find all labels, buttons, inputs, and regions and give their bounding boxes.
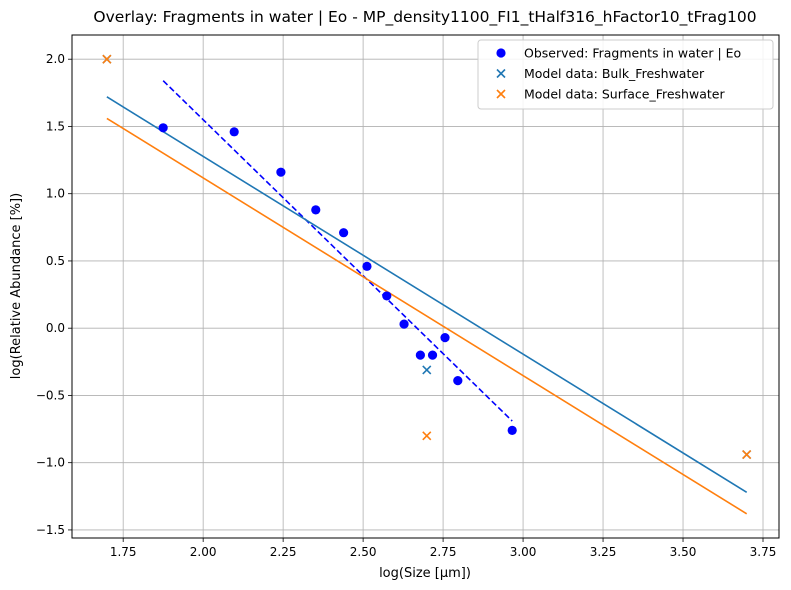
fit-line-bulk <box>106 96 748 493</box>
x-tick-label: 2.75 <box>430 545 457 559</box>
grid <box>72 35 779 538</box>
x-tick-label: 2.00 <box>190 545 217 559</box>
legend-box <box>477 39 774 110</box>
fit-line-observed <box>162 80 513 422</box>
legend-marker-observed <box>496 48 506 58</box>
y-tick-label: 2.0 <box>46 52 65 66</box>
x-tick-label: 2.50 <box>350 545 377 559</box>
point-observed <box>311 205 321 215</box>
fit-line-surface <box>106 117 748 515</box>
x-tick-label: 3.75 <box>750 545 777 559</box>
y-tick-label: 0.0 <box>46 321 65 335</box>
y-tick-label: 0.5 <box>46 254 65 268</box>
point-observed <box>427 350 438 360</box>
fit-lines <box>106 80 748 515</box>
legend-label-surface: Model data: Surface_Freshwater <box>524 87 725 102</box>
point-observed <box>507 425 517 436</box>
data-points <box>102 54 752 460</box>
legend-label-bulk: Model data: Bulk_Freshwater <box>524 66 705 81</box>
point-observed <box>339 228 349 238</box>
x-axis-label: log(Size [µm]) <box>379 566 471 581</box>
point-surface <box>742 450 752 460</box>
point-observed <box>453 376 463 386</box>
point-surface <box>102 54 112 64</box>
legend-marker-bulk <box>496 68 506 79</box>
point-surface <box>422 431 432 441</box>
y-tick-label: −1.0 <box>36 456 65 470</box>
point-observed <box>440 333 450 343</box>
point-observed <box>382 291 392 301</box>
point-observed <box>158 123 168 133</box>
y-tick-label: −1.5 <box>36 523 65 537</box>
y-axis-label: log(Relative Abundance [%]) <box>9 193 24 379</box>
y-axis-ticks: −1.5 −1.0 −0.5 0.0 0.5 1.0 1.5 2.0 <box>36 52 72 537</box>
point-bulk <box>422 365 432 375</box>
x-tick-label: 3.50 <box>670 545 697 559</box>
y-tick-label: 1.0 <box>46 187 65 201</box>
point-observed <box>276 167 286 177</box>
point-observed <box>229 127 239 137</box>
x-tick-label: 2.25 <box>270 545 297 559</box>
y-tick-label: 1.5 <box>46 119 65 133</box>
x-axis-ticks: 1.75 2.00 2.25 2.50 2.75 3.00 3.25 3.50 3.75 <box>110 538 777 559</box>
x-tick-label: 1.75 <box>110 545 137 559</box>
point-observed <box>362 261 372 271</box>
legend-marker-surface <box>496 89 506 99</box>
legend-label-observed: Observed: Fragments in water | Eo <box>524 46 741 61</box>
y-tick-label: −0.5 <box>36 388 65 402</box>
x-tick-label: 3.00 <box>510 545 537 559</box>
chart-title: Overlay: Fragments in water | Eo - MP_de… <box>93 8 756 27</box>
point-observed <box>399 319 409 329</box>
x-tick-label: 3.25 <box>590 545 617 559</box>
plot-frame <box>71 34 780 539</box>
point-observed <box>415 350 425 360</box>
legend: Observed: Fragments in water | Eo Model d… <box>477 39 774 110</box>
